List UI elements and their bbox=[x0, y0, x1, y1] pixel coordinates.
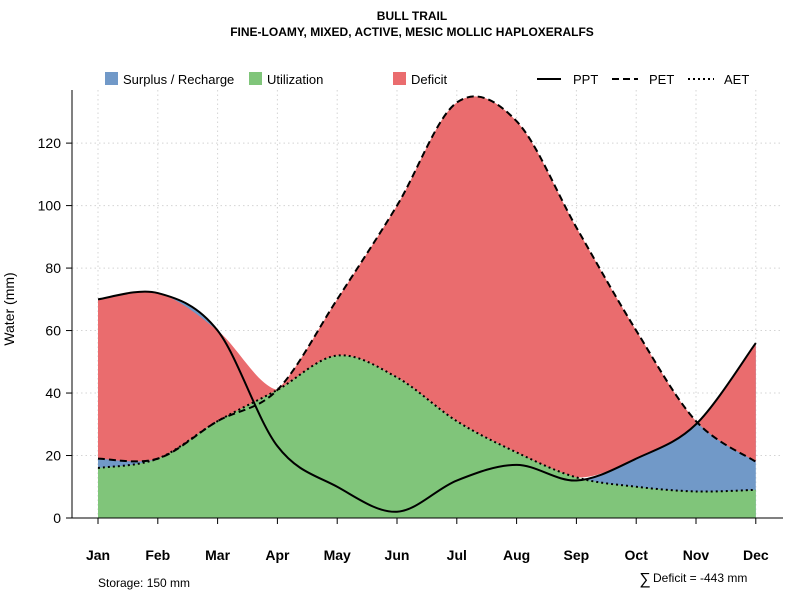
legend-label-aet: AET bbox=[724, 72, 749, 87]
legend-swatch-deficit bbox=[393, 72, 406, 85]
sum-icon: ∑ bbox=[639, 571, 650, 588]
area-fills bbox=[98, 96, 756, 518]
axes bbox=[71, 90, 783, 519]
legend-label-surplus: Surplus / Recharge bbox=[123, 72, 234, 87]
legend-swatch-utilization bbox=[249, 72, 262, 85]
x-tick-label: Nov bbox=[683, 547, 710, 563]
series-line-ppt bbox=[97, 290, 757, 513]
x-tick-label: Jan bbox=[86, 547, 110, 563]
x-tick-label: Jul bbox=[447, 547, 467, 563]
legend: Surplus / Recharge Utilization Deficit P… bbox=[105, 72, 749, 87]
storage-note: Storage: 150 mm bbox=[98, 576, 190, 590]
y-tick-label: 100 bbox=[38, 198, 62, 214]
x-tick-label: May bbox=[324, 547, 351, 563]
y-tick-label: 80 bbox=[45, 260, 61, 276]
legend-swatch-surplus bbox=[105, 72, 118, 85]
x-tick-label: Oct bbox=[625, 547, 649, 563]
y-ticks: 0 20 40 60 80 100 120 bbox=[38, 135, 72, 526]
y-tick-label: 20 bbox=[45, 448, 61, 464]
y-tick-label: 40 bbox=[45, 385, 61, 401]
legend-label-pet: PET bbox=[649, 72, 674, 87]
x-tick-label: Aug bbox=[503, 547, 530, 563]
y-tick-label: 0 bbox=[53, 510, 61, 526]
y-axis-title: Water (mm) bbox=[1, 272, 17, 345]
y-tick-label: 120 bbox=[38, 135, 62, 151]
legend-label-utilization: Utilization bbox=[267, 72, 323, 87]
chart-title: BULL TRAIL bbox=[377, 9, 447, 23]
x-tick-label: Sep bbox=[564, 547, 590, 563]
y-tick-label: 60 bbox=[45, 323, 61, 339]
legend-label-ppt: PPT bbox=[573, 72, 598, 87]
x-tick-label: Apr bbox=[265, 547, 290, 563]
series-line-aet bbox=[97, 354, 756, 493]
x-ticks: Jan Feb Mar Apr May Jun Jul Aug Sep Oct Nov Dec bbox=[86, 518, 769, 563]
x-tick-label: Dec bbox=[743, 547, 769, 563]
x-tick-label: Mar bbox=[205, 547, 230, 563]
legend-label-deficit: Deficit bbox=[411, 72, 448, 87]
series-lines bbox=[97, 95, 757, 513]
x-tick-label: Feb bbox=[145, 547, 170, 563]
series-line-pet bbox=[97, 95, 757, 463]
chart-subtitle: FINE-LOAMY, MIXED, ACTIVE, MESIC MOLLIC … bbox=[230, 25, 594, 39]
deficit-note: Deficit = -443 mm bbox=[653, 571, 747, 585]
area-deficit bbox=[98, 96, 756, 478]
x-tick-label: Jun bbox=[385, 547, 410, 563]
area-utilization bbox=[98, 355, 756, 518]
